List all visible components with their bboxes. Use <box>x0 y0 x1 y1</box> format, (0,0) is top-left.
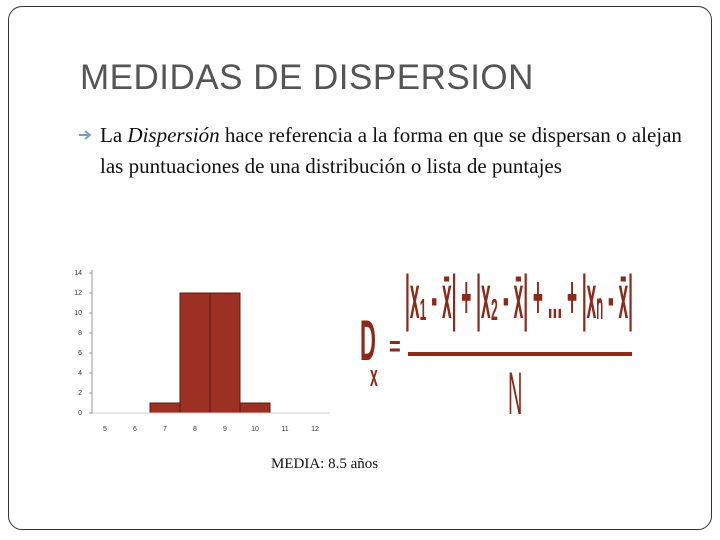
x-tick-label: 9 <box>223 426 227 433</box>
caption: MEDIA: 8.5 años <box>271 456 379 472</box>
slide-title: MEDIDAS DE DISPERSION <box>80 58 534 97</box>
text: hace referencia a la forma en que se dis… <box>100 123 682 178</box>
x-tick-label: 10 <box>251 426 259 433</box>
y-tick-label: 10 <box>74 310 82 317</box>
emphasis: Dispersión <box>127 123 220 147</box>
formula-equals: = <box>389 331 401 362</box>
slide-frame <box>8 6 712 530</box>
formula-lhs: D <box>360 310 376 373</box>
y-tick-label: 8 <box>78 330 82 337</box>
bar <box>239 402 271 414</box>
bullet-icon <box>79 130 92 140</box>
x-tick-label: 6 <box>133 426 137 433</box>
formula-denominator: N <box>508 362 522 428</box>
x-tick-label: 7 <box>163 426 167 433</box>
x-tick-label: 12 <box>311 426 319 433</box>
formula: D x = |x₁ - x̄| + |x₂ - x̄| + ... + |xₙ … <box>360 263 633 428</box>
formula-numerator: |x₁ - x̄| + |x₂ - x̄| + ... + |xₙ - x̄| <box>405 263 633 334</box>
y-tick-label: 0 <box>78 410 82 417</box>
bar <box>179 292 211 414</box>
y-tick-label: 4 <box>78 370 82 377</box>
bullet-text: La Dispersión hace referencia a la forma… <box>79 120 690 182</box>
y-tick-label: 6 <box>78 350 82 357</box>
bar <box>209 292 241 414</box>
y-tick-label: 2 <box>78 390 82 397</box>
text: La <box>100 123 128 147</box>
x-tick-label: 11 <box>281 426 288 433</box>
formula-sub: x <box>370 359 378 394</box>
y-tick-label: 12 <box>74 290 82 297</box>
x-tick-label: 8 <box>193 426 197 433</box>
x-tick-label: 5 <box>103 426 107 433</box>
bar <box>149 402 181 414</box>
y-tick-label: 14 <box>74 270 82 277</box>
